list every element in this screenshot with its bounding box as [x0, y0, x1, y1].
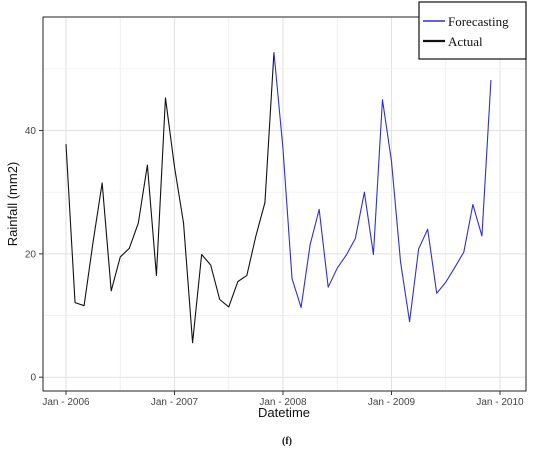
plot-area-border	[42, 16, 527, 392]
legend-label-forecasting: Forecasting	[448, 14, 509, 29]
x-tick-label: Jan - 2009	[368, 397, 416, 408]
series-line-actual	[65, 52, 275, 344]
y-tick-label: 20	[25, 249, 37, 260]
axis-layer: Jan - 2006 Jan - 2007 Jan - 2008 Jan - 2009…	[25, 126, 524, 408]
x-tick-label: Jan - 2008	[259, 397, 307, 408]
x-axis-title: Datetime	[258, 405, 310, 420]
x-tick-label: Jan - 2010	[476, 397, 524, 408]
series-layer	[65, 52, 492, 344]
legend: Forecasting Actual	[418, 1, 527, 60]
legend-label-actual: Actual	[448, 34, 483, 49]
y-tick-label: 0	[30, 373, 36, 384]
x-tick-label: Jan - 2007	[151, 397, 199, 408]
y-tick-label: 40	[25, 126, 37, 137]
grid-layer	[43, 17, 526, 391]
y-axis-title: Rainfall (mm2)	[5, 162, 20, 247]
legend-box	[418, 1, 527, 60]
figure-caption: (f)	[282, 436, 292, 447]
series-line-forecasting	[273, 52, 492, 323]
x-tick-label: Jan - 2006	[42, 397, 90, 408]
